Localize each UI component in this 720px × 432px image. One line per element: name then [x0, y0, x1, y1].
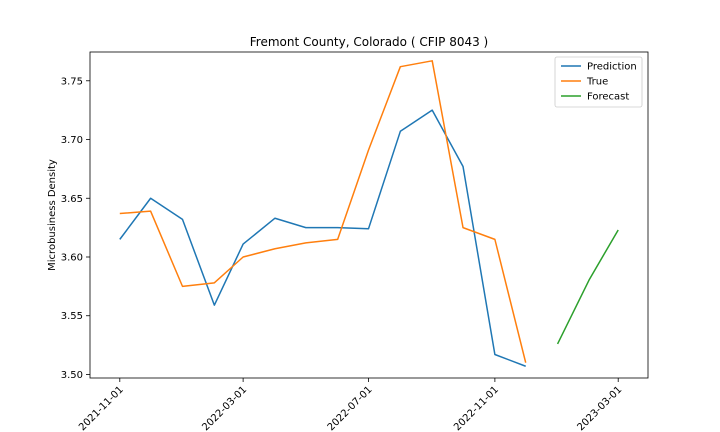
legend-label-prediction: Prediction [587, 62, 637, 73]
y-tick-label: 3.50 [61, 370, 83, 381]
y-tick-label: 3.70 [61, 135, 83, 146]
series-line-prediction [119, 109, 526, 367]
legend-label-forecast: Forecast [587, 92, 629, 103]
plot-area [89, 51, 649, 379]
y-tick-label: 3.75 [61, 76, 83, 87]
legend: Prediction True Forecast [554, 56, 643, 108]
x-axis: 2021-11-01 2022-03-01 2022-07-01 2022-11-01… [77, 378, 624, 432]
series-line-forecast [556, 229, 619, 345]
x-tick-label: 2021-11-01 [77, 384, 126, 432]
x-tick-label: 2022-11-01 [452, 384, 501, 432]
plot-frame [89, 51, 649, 379]
legend-label-true: True [586, 77, 608, 88]
series-line-true [119, 60, 527, 363]
x-tick-label: 2023-03-01 [575, 384, 624, 432]
y-axis-title: Microbusiness Density [47, 159, 58, 271]
y-axis: 3.50 3.55 3.60 3.65 3.70 3.75 [61, 76, 90, 381]
x-tick-label: 2022-07-01 [326, 384, 375, 432]
y-tick-label: 3.60 [61, 252, 83, 263]
y-tick-label: 3.65 [61, 194, 83, 205]
legend-box [554, 56, 643, 108]
x-tick-label: 2022-03-01 [200, 384, 249, 432]
y-tick-label: 3.55 [61, 311, 83, 322]
chart-title: Fremont County, Colorado ( CFIP 8043 ) [250, 35, 488, 49]
